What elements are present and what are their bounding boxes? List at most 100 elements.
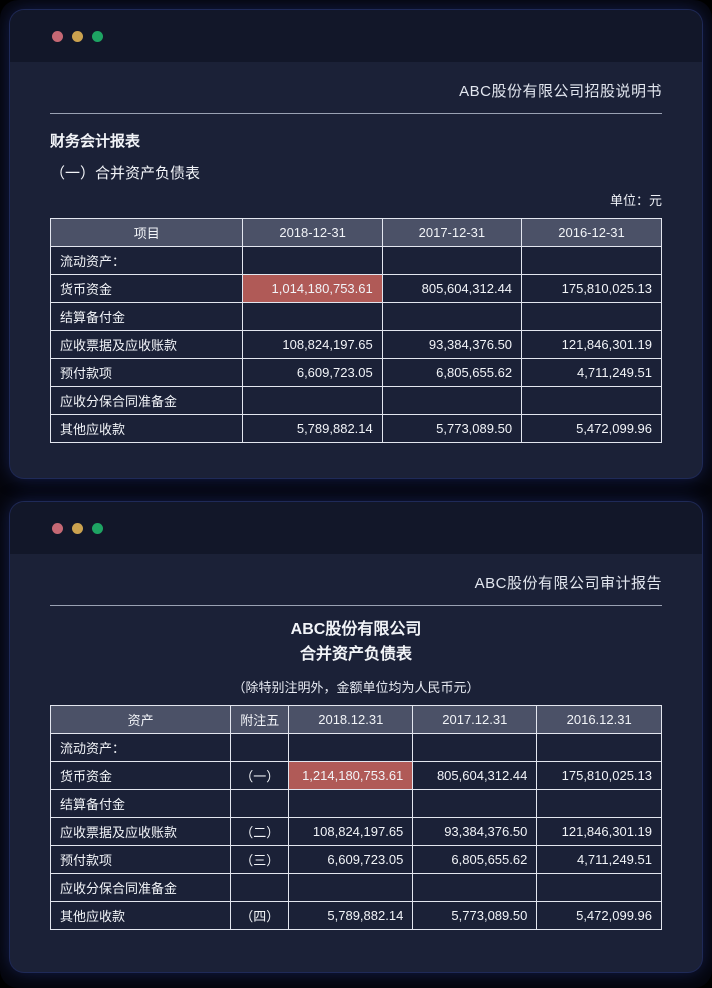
cell-value: 805,604,312.44 xyxy=(412,761,538,790)
cell-value: 93,384,376.50 xyxy=(412,817,538,846)
cell-value xyxy=(412,873,538,902)
cell-value: 93,384,376.50 xyxy=(381,330,523,359)
column-header: 2016.12.31 xyxy=(536,705,662,734)
cell-value: 121,846,301.19 xyxy=(521,330,662,359)
table-row: 预付款项 6,609,723.05 6,805,655.62 4,711,249.51 xyxy=(49,358,662,387)
cell-value: 805,604,312.44 xyxy=(381,274,523,303)
column-header: 2016-12-31 xyxy=(521,218,662,247)
column-header: 项目 xyxy=(49,218,244,247)
cell-value xyxy=(536,789,662,818)
cell-value xyxy=(521,302,662,331)
cell-value: 6,805,655.62 xyxy=(412,845,538,874)
table-row: 应收票据及应收账款 108,824,197.65 93,384,376.50 121,… xyxy=(49,330,662,359)
cell-value: 175,810,025.13 xyxy=(536,761,662,790)
statement-subtitle: （除特别注明外，金额单位均为人民币元） xyxy=(232,680,480,695)
cell-value: 108,824,197.65 xyxy=(288,817,414,846)
highlighted-cell: 1,014,180,753.61 xyxy=(242,274,383,303)
unit-note: 单位：元 xyxy=(609,193,662,208)
cell-value xyxy=(242,246,383,275)
cell-value: 5,789,882.14 xyxy=(242,414,383,443)
header-divider xyxy=(50,113,662,114)
cell-label: 应收分保合同准备金 xyxy=(49,873,232,902)
cell-value: 5,472,099.96 xyxy=(536,901,662,930)
cell-value: 5,773,089.50 xyxy=(412,901,538,930)
cell-value: 4,711,249.51 xyxy=(521,358,662,387)
cell-value xyxy=(242,302,383,331)
cell-value: （四） xyxy=(230,901,290,930)
table-row: 应收票据及应收账款 （二） 108,824,197.65 93,384,376.50 1… xyxy=(49,817,662,846)
table-row: 其他应收款 （四） 5,789,882.14 5,773,089.50 5,472,09… xyxy=(49,901,662,930)
table-row: 应收分保合同准备金 xyxy=(49,386,662,415)
cell-value: 121,846,301.19 xyxy=(536,817,662,846)
window-audit-report: ABC股份有限公司审计报告 ABC股份有限公司 合并资产负债表 （除特别注明外，… xyxy=(10,502,702,972)
column-header: 2017-12-31 xyxy=(381,218,523,247)
cell-value xyxy=(412,789,538,818)
cell-value: （一） xyxy=(230,761,290,790)
cell-label: 应收分保合同准备金 xyxy=(49,386,244,415)
cell-value xyxy=(521,386,662,415)
cell-label: 预付款项 xyxy=(49,845,232,874)
subsection-title: （一）合并资产负债表 xyxy=(50,165,201,182)
header-divider xyxy=(50,605,662,606)
cell-value xyxy=(521,246,662,275)
window-titlebar xyxy=(10,502,702,554)
cell-value: 5,472,099.96 xyxy=(521,414,662,443)
cell-value xyxy=(242,386,383,415)
window-titlebar xyxy=(10,10,702,62)
cell-value xyxy=(230,873,290,902)
close-button-icon[interactable] xyxy=(52,522,63,534)
minimize-button-icon[interactable] xyxy=(72,522,83,534)
cell-value xyxy=(536,873,662,902)
table-row: 应收分保合同准备金 xyxy=(49,873,662,902)
company-title: ABC股份有限公司 xyxy=(290,621,422,638)
statement-title: 合并资产负债表 xyxy=(299,646,412,663)
document-content: ABC股份有限公司审计报告 ABC股份有限公司 合并资产负债表 （除特别注明外，… xyxy=(10,554,702,930)
cell-value xyxy=(381,246,523,275)
document-header: ABC股份有限公司招股说明书 xyxy=(459,83,662,100)
cell-value: （二） xyxy=(230,817,290,846)
minimize-button-icon[interactable] xyxy=(72,30,83,42)
maximize-button-icon[interactable] xyxy=(92,30,103,42)
balance-sheet-table-audit: 资产 附注五 2018.12.31 2017.12.31 2016.12.31 流动资产… xyxy=(49,705,662,930)
column-header: 2018.12.31 xyxy=(288,705,414,734)
cell-label: 应收票据及应收账款 xyxy=(49,330,244,359)
section-title: 财务会计报表 xyxy=(50,133,141,150)
column-header: 2018-12-31 xyxy=(242,218,383,247)
window-prospectus: ABC股份有限公司招股说明书 财务会计报表 （一）合并资产负债表 单位：元 项目… xyxy=(10,10,702,478)
table-row: 流动资产： xyxy=(49,246,662,275)
table-row: 货币资金 1,014,180,753.61 805,604,312.44 175,81… xyxy=(49,274,662,303)
cell-value xyxy=(381,302,523,331)
table-row: 结算备付金 xyxy=(49,302,662,331)
cell-value: （三） xyxy=(230,845,290,874)
column-header: 附注五 xyxy=(230,705,290,734)
cell-label: 应收票据及应收账款 xyxy=(49,817,232,846)
balance-sheet-table-prospectus: 项目 2018-12-31 2017-12-31 2016-12-31 流动资产： 货币… xyxy=(49,218,662,443)
cell-label: 结算备付金 xyxy=(49,302,244,331)
cell-value xyxy=(288,733,414,762)
cell-label: 流动资产： xyxy=(49,733,232,762)
cell-value: 175,810,025.13 xyxy=(521,274,662,303)
column-header: 资产 xyxy=(49,705,232,734)
cell-value xyxy=(288,873,414,902)
table-row: 货币资金 （一） 1,214,180,753.61 805,604,312.44 175… xyxy=(49,761,662,790)
table-header-row: 项目 2018-12-31 2017-12-31 2016-12-31 xyxy=(49,218,662,247)
cell-label: 预付款项 xyxy=(49,358,244,387)
document-content: ABC股份有限公司招股说明书 财务会计报表 （一）合并资产负债表 单位：元 项目… xyxy=(10,62,702,443)
cell-value: 108,824,197.65 xyxy=(242,330,383,359)
cell-value xyxy=(230,789,290,818)
document-header: ABC股份有限公司审计报告 xyxy=(474,575,662,592)
column-header: 2017.12.31 xyxy=(412,705,538,734)
cell-label: 其他应收款 xyxy=(49,414,244,443)
table-row: 流动资产： xyxy=(49,733,662,762)
maximize-button-icon[interactable] xyxy=(92,522,103,534)
cell-label: 流动资产： xyxy=(49,246,244,275)
close-button-icon[interactable] xyxy=(52,30,63,42)
cell-value xyxy=(412,733,538,762)
cell-value: 5,773,089.50 xyxy=(381,414,523,443)
cell-label: 其他应收款 xyxy=(49,901,232,930)
cell-label: 货币资金 xyxy=(49,761,232,790)
highlighted-cell: 1,214,180,753.61 xyxy=(288,761,414,790)
cell-value xyxy=(381,386,523,415)
cell-value: 6,609,723.05 xyxy=(242,358,383,387)
